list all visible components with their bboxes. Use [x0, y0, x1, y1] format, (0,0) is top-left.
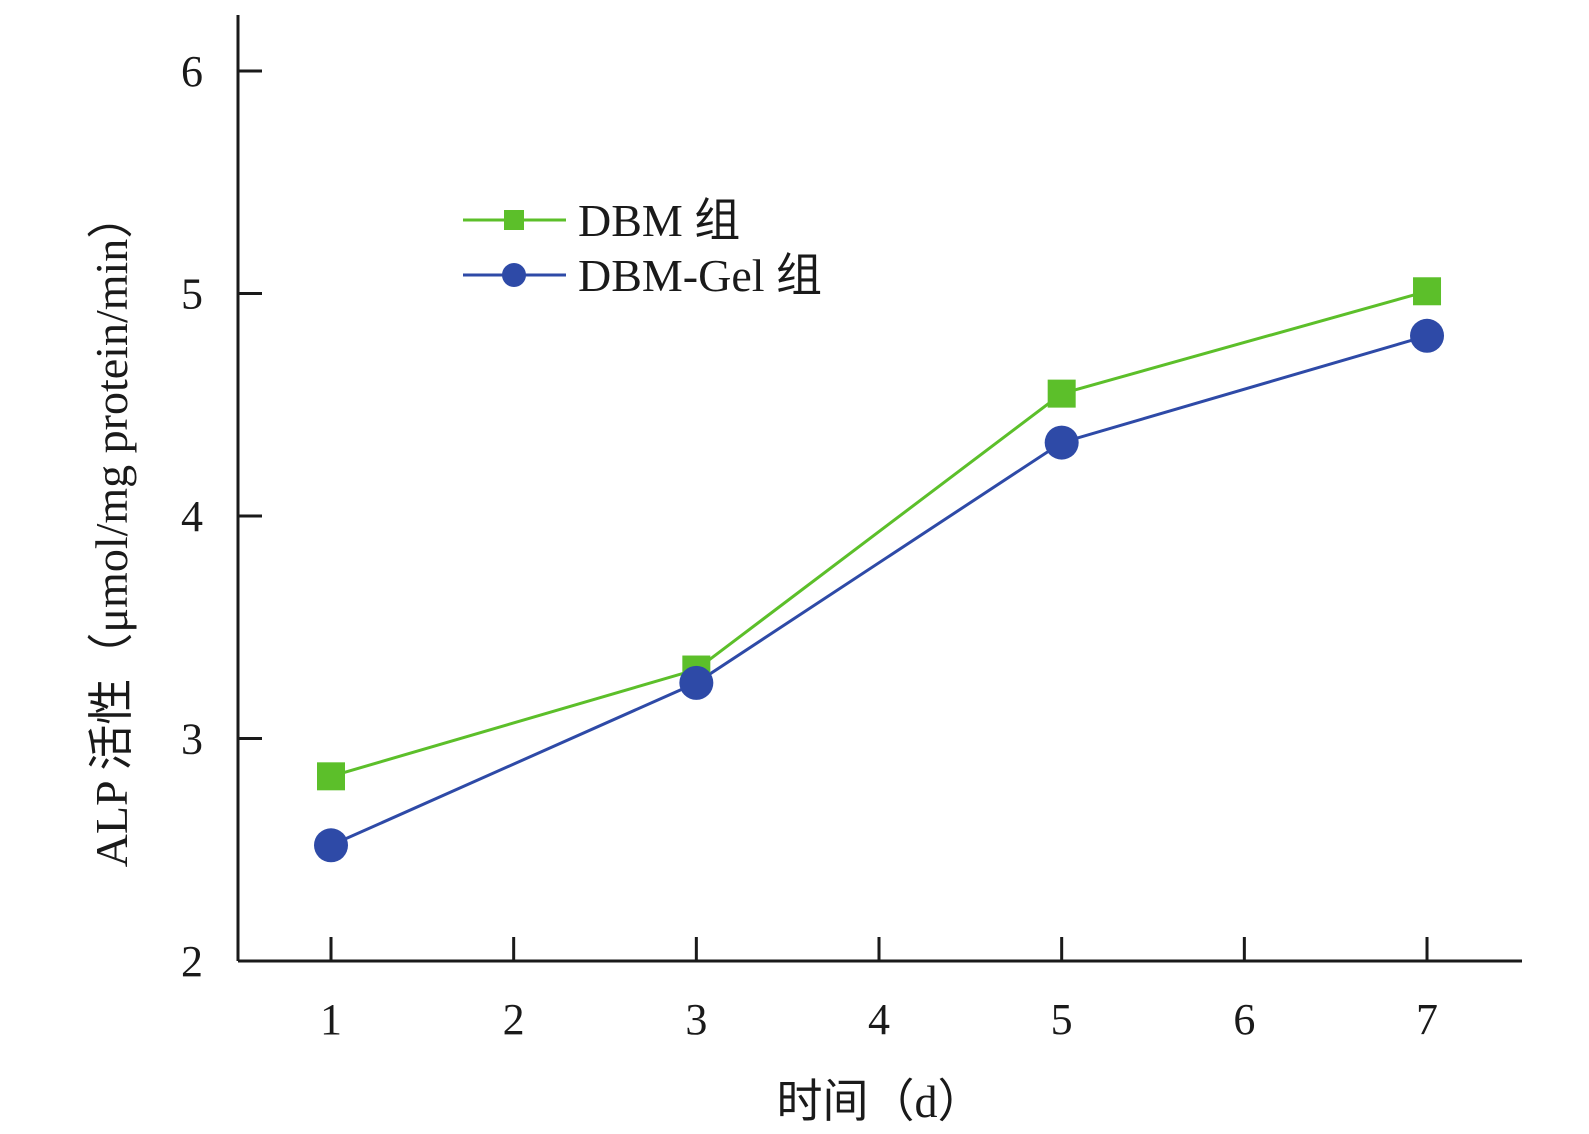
- data-point-square: [1413, 277, 1442, 306]
- series-line-0: [330, 289, 1428, 778]
- data-point-square: [1047, 379, 1076, 408]
- series-markers: [314, 277, 1445, 863]
- x-tick-label: 4: [868, 995, 890, 1044]
- data-point-square: [317, 762, 345, 791]
- x-axis-title: 时间（d）: [777, 1076, 984, 1127]
- series-lines: [330, 289, 1428, 847]
- data-point-circle: [1410, 318, 1445, 353]
- legend-marker-circle: [502, 263, 526, 287]
- x-tick-label: 1: [320, 995, 342, 1044]
- x-tick-label: 6: [1233, 995, 1255, 1044]
- y-axis-title: ALP 活性（μmol/mg protein/min）: [86, 193, 137, 868]
- legend-marker-square: [504, 210, 524, 230]
- data-point-circle: [314, 828, 348, 863]
- y-tick-label: 3: [181, 715, 203, 764]
- y-tick-label: 5: [181, 270, 203, 319]
- x-tick-label: 3: [685, 995, 707, 1044]
- data-point-circle: [1044, 425, 1079, 460]
- legend-label: DBM-Gel 组: [578, 250, 822, 301]
- series-line-1: [330, 334, 1428, 847]
- x-tick-label: 7: [1416, 995, 1438, 1044]
- x-tick-label: 2: [503, 995, 525, 1044]
- axes: 1 2 3 4 5 6 7 2 3 4 5 6: [181, 15, 1522, 1044]
- legend-label: DBM 组: [578, 195, 740, 246]
- x-tick-label: 5: [1051, 995, 1073, 1044]
- y-tick-label: 2: [181, 937, 203, 986]
- data-point-circle: [679, 665, 714, 700]
- y-tick-label: 6: [181, 47, 203, 96]
- y-tick-label: 4: [181, 492, 203, 541]
